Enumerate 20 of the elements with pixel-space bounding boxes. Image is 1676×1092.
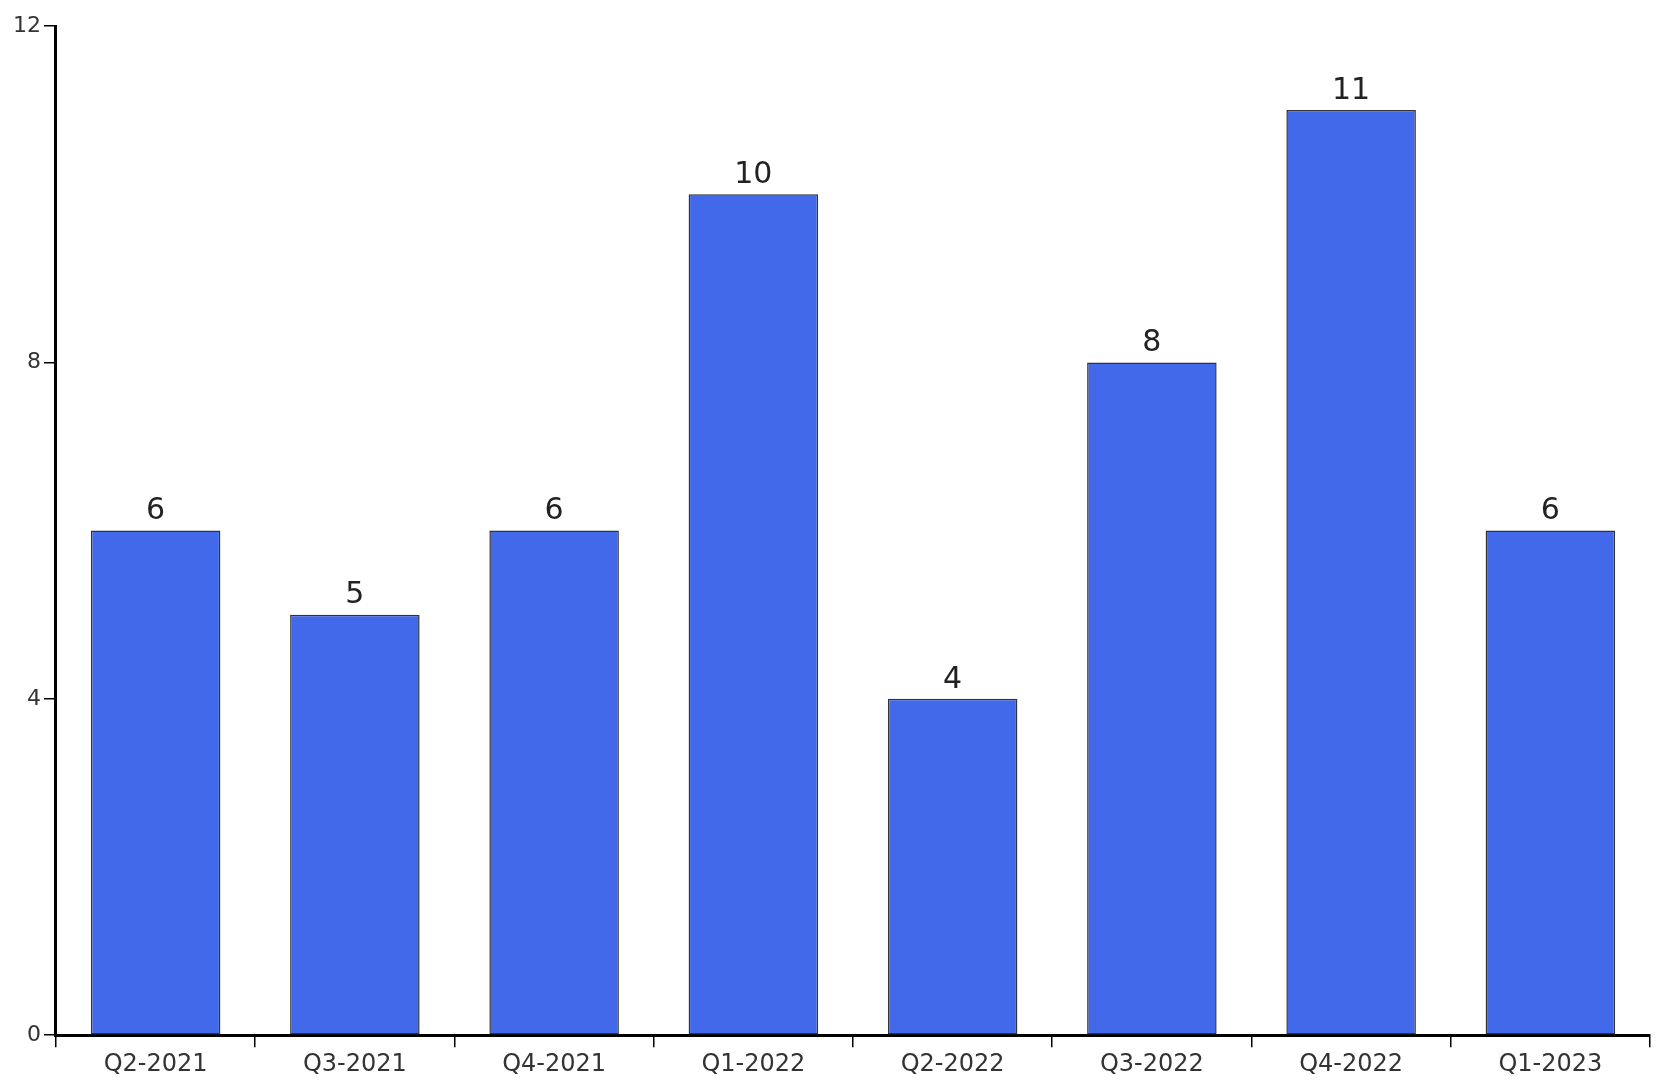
- data-label: 10: [734, 155, 773, 190]
- y-tick-label: 0: [26, 1020, 41, 1046]
- x-tick-label: Q1-2022: [701, 1048, 806, 1077]
- x-tick-label: Q1-2023: [1498, 1048, 1603, 1077]
- y-tick-label: 12: [12, 11, 41, 37]
- data-label: 8: [1142, 323, 1162, 359]
- data-label: 11: [1332, 70, 1371, 106]
- data-label: 4: [943, 659, 963, 695]
- x-tick-label: Q3-2022: [1099, 1048, 1204, 1077]
- x-tick-label: Q2-2021: [103, 1048, 208, 1077]
- data-label: 5: [345, 575, 365, 611]
- x-tick-label: Q4-2022: [1299, 1048, 1404, 1077]
- data-label: 6: [1540, 491, 1560, 527]
- x-tick-label: Q2-2022: [900, 1048, 1005, 1077]
- y-tick-label: 8: [26, 348, 41, 374]
- data-label: 6: [146, 491, 166, 527]
- x-tick-label: Q4-2021: [502, 1048, 607, 1077]
- x-tick-label: Q3-2021: [302, 1048, 407, 1077]
- y-tick-label: 4: [26, 684, 41, 710]
- data-label: 6: [544, 491, 564, 527]
